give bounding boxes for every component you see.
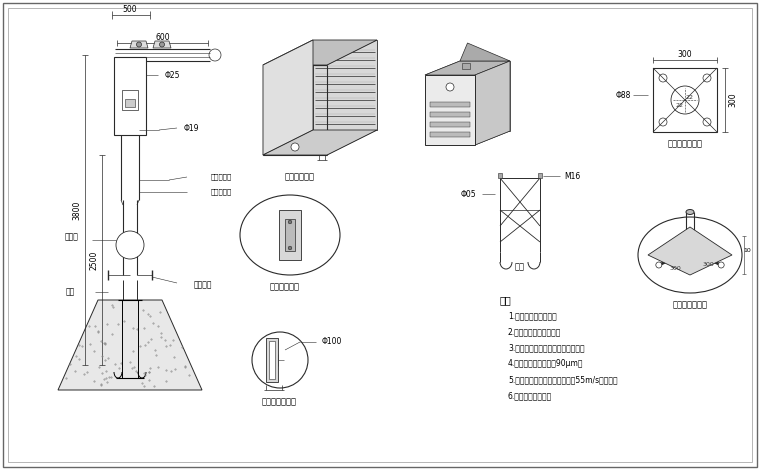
Text: 2500: 2500	[90, 251, 99, 270]
Bar	[279, 210, 301, 260]
Bar	[430, 102, 470, 107]
Text: 桅机法兰放大图: 桅机法兰放大图	[262, 398, 297, 407]
Circle shape	[288, 220, 292, 224]
Text: 5.立杆、横臂和其它部件应能抗55m/s的风速。: 5.立杆、横臂和其它部件应能抗55m/s的风速。	[508, 375, 618, 384]
Text: 地笼: 地笼	[515, 263, 525, 272]
Bar	[653, 68, 717, 132]
Ellipse shape	[686, 210, 694, 214]
Text: M16: M16	[564, 172, 580, 180]
Text: Φ05: Φ05	[461, 189, 476, 198]
Circle shape	[252, 332, 308, 388]
Polygon shape	[263, 40, 313, 155]
Circle shape	[291, 143, 299, 151]
Text: 说明: 说明	[500, 295, 511, 305]
Circle shape	[288, 246, 292, 250]
Text: Φ88: Φ88	[616, 91, 631, 100]
Text: 2.上下法兰加强筋连接。: 2.上下法兰加强筋连接。	[508, 327, 562, 336]
Circle shape	[116, 231, 144, 259]
Text: 300: 300	[729, 93, 737, 107]
Bar	[430, 122, 470, 127]
Bar	[425, 75, 475, 145]
Text: 500: 500	[122, 5, 138, 14]
Text: 维修孔: 维修孔	[64, 233, 78, 242]
Text: 3800: 3800	[72, 200, 81, 219]
Bar	[266, 338, 278, 382]
Text: 防水箱放大图: 防水箱放大图	[285, 172, 315, 181]
Ellipse shape	[638, 217, 742, 293]
Ellipse shape	[240, 195, 340, 275]
Polygon shape	[460, 43, 510, 61]
Text: Φ100: Φ100	[321, 337, 342, 346]
Text: 上层灰色漆: 上层灰色漆	[211, 174, 233, 180]
Bar	[430, 132, 470, 137]
Text: 6.接管、避雷针可拆: 6.接管、避雷针可拆	[508, 391, 553, 400]
Text: 300: 300	[702, 263, 714, 267]
Text: 底座法兰: 底座法兰	[194, 281, 213, 290]
Text: 4.钢管镀特锌层管护为90μm。: 4.钢管镀特锌层管护为90μm。	[508, 359, 584, 368]
Bar	[462, 63, 470, 69]
Text: 22: 22	[686, 94, 694, 100]
Bar	[114, 57, 146, 135]
Text: 3.喷漆后不再进行任何加工和焊接。: 3.喷漆后不再进行任何加工和焊接。	[508, 343, 584, 352]
Polygon shape	[475, 61, 510, 145]
Circle shape	[656, 262, 662, 268]
Text: 维修孔放大图: 维修孔放大图	[270, 282, 300, 291]
Text: 600: 600	[155, 32, 169, 41]
Circle shape	[160, 42, 164, 47]
Polygon shape	[263, 130, 377, 155]
Text: 300: 300	[678, 49, 692, 58]
Text: 10: 10	[743, 248, 751, 252]
Bar	[269, 341, 275, 379]
Polygon shape	[130, 41, 148, 48]
Bar	[285, 219, 295, 251]
Polygon shape	[58, 300, 202, 390]
Text: 300: 300	[669, 266, 681, 272]
Bar	[430, 112, 470, 117]
Bar	[498, 173, 502, 178]
Text: 底座法兰正视图: 底座法兰正视图	[667, 140, 702, 149]
Polygon shape	[263, 40, 377, 65]
Polygon shape	[153, 41, 171, 48]
Text: 地笼: 地笼	[66, 288, 75, 297]
Text: Φ19: Φ19	[183, 124, 199, 133]
Bar	[538, 173, 542, 178]
Bar	[122, 90, 138, 110]
Polygon shape	[425, 61, 510, 75]
Text: Φ25: Φ25	[164, 70, 180, 79]
Circle shape	[137, 42, 141, 47]
Bar	[125, 99, 135, 107]
Circle shape	[446, 83, 454, 91]
Polygon shape	[648, 227, 732, 275]
Text: 下层黑色漆: 下层黑色漆	[211, 188, 233, 196]
Polygon shape	[460, 61, 510, 131]
Text: 22: 22	[676, 102, 684, 108]
Text: 底座法兰放大图: 底座法兰放大图	[673, 300, 708, 310]
Circle shape	[718, 262, 724, 268]
Text: 1.主干为国标镀锌管。: 1.主干为国标镀锌管。	[508, 311, 557, 320]
Polygon shape	[313, 40, 377, 130]
